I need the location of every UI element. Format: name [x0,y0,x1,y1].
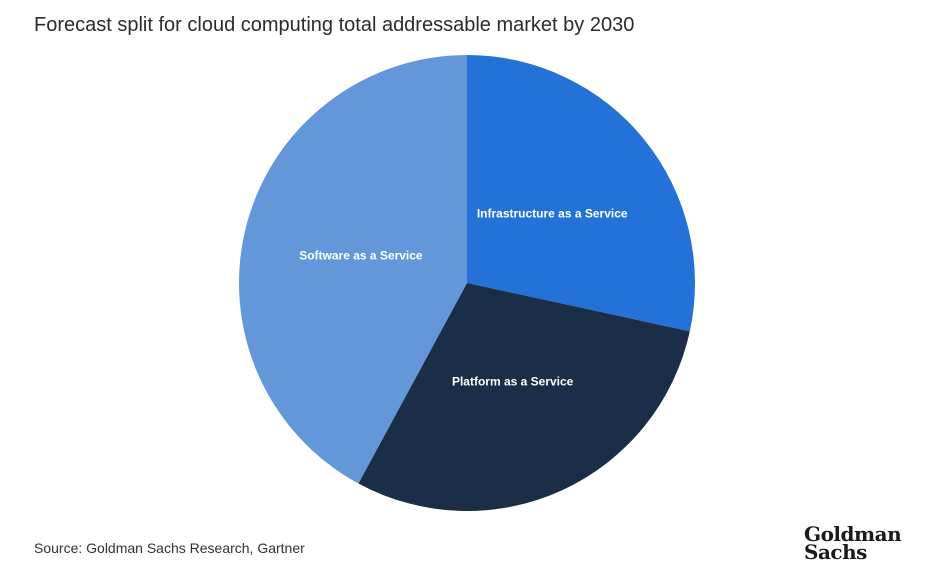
slice-label: Platform as a Service [452,375,574,389]
goldman-sachs-logo: Goldman Sachs [804,522,902,564]
pie-slice-infrastructure-as-a-service [467,55,695,332]
slice-label: Software as a Service [299,248,423,262]
pie-slice-software-as-a-service [239,55,467,484]
pie-labels: Infrastructure as a Service Platform as a… [299,206,628,388]
slice-label: Infrastructure as a Service [477,206,628,220]
pie-slices [239,55,695,512]
pie-slice-platform-as-a-service [358,283,690,512]
logo-line-2: Sachs [804,540,867,564]
logo-line-1: Goldman [804,522,902,546]
chart-title: Forecast split for cloud computing total… [34,14,635,36]
source-note: Source: Goldman Sachs Research, Gartner [34,540,305,556]
